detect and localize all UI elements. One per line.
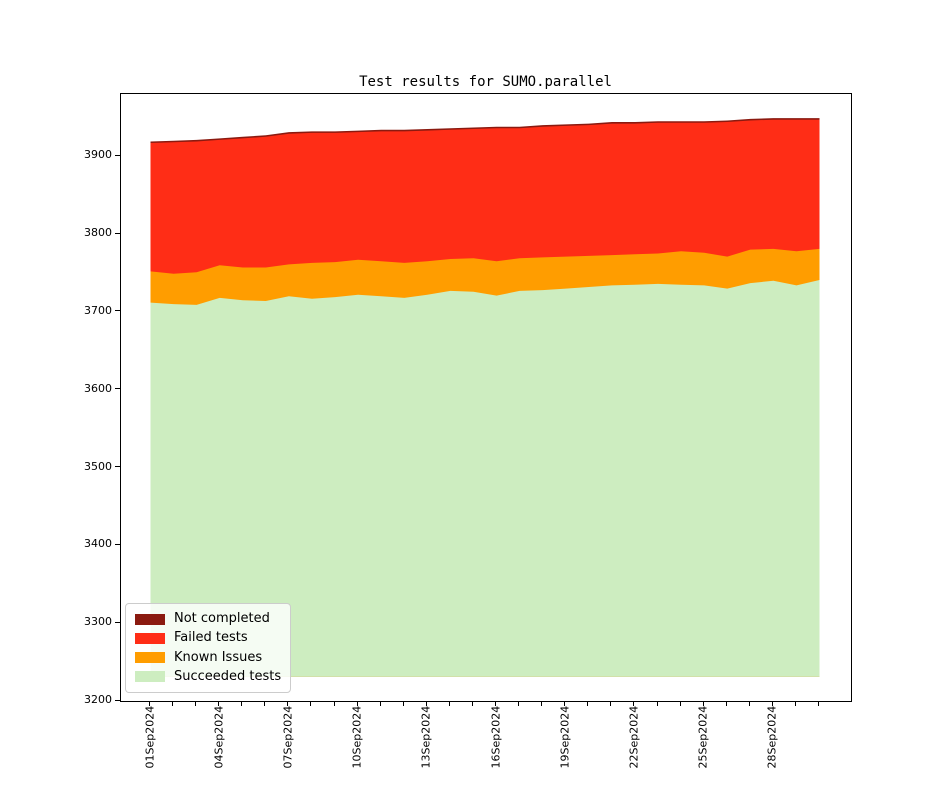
legend-patch-succeeded-icon [135, 671, 165, 683]
y-tick-mark [115, 154, 120, 156]
x-tick-mark [702, 701, 704, 706]
y-tick-mark [115, 388, 120, 390]
y-tick-label: 3800 [84, 226, 112, 240]
legend-label: Succeeded tests [174, 668, 282, 684]
y-tick-mark [115, 621, 120, 623]
legend-label: Known Issues [174, 649, 263, 665]
x-tick-mark [149, 701, 150, 706]
y-tick-mark [115, 466, 120, 468]
y-tick-label: 3500 [84, 459, 112, 473]
legend-row: Known Issues [135, 650, 281, 666]
x-tick-label: 07Sep2024 [281, 705, 295, 769]
legend-row: Failed tests [135, 630, 281, 646]
y-tick-label: 3400 [84, 537, 112, 551]
x-tick-mark [425, 701, 427, 706]
x-tick-mark [218, 701, 220, 706]
y-tick-mark [115, 543, 120, 545]
x-tick-label: 25Sep2024 [696, 705, 710, 769]
x-tick-mark [564, 701, 566, 706]
x-tick-mark [771, 701, 773, 706]
y-tick-label: 3700 [84, 303, 112, 317]
x-tick-mark [794, 701, 796, 706]
x-tick-mark [333, 701, 335, 706]
y-tick-mark [115, 699, 120, 701]
y-tick-label: 3900 [84, 148, 112, 162]
x-tick-label: 04Sep2024 [212, 705, 226, 769]
y-tick-label: 3300 [84, 615, 112, 629]
y-tick-mark [115, 232, 120, 234]
legend-label: Failed tests [174, 630, 248, 646]
x-tick-mark [264, 701, 266, 706]
x-tick-label: 01Sep2024 [143, 705, 156, 769]
x-tick-label: 13Sep2024 [419, 705, 433, 769]
x-tick-mark [356, 701, 358, 706]
y-tick-label: 3600 [84, 381, 112, 395]
x-tick-mark [587, 701, 589, 706]
x-tick-mark [379, 701, 381, 706]
x-tick-label: 22Sep2024 [627, 705, 641, 769]
legend-row: Not completed [135, 611, 281, 627]
legend-label: Not completed [174, 611, 270, 626]
chart-area [150, 118, 820, 677]
x-tick-mark [471, 701, 473, 706]
y-tick-label: 3200 [84, 693, 112, 706]
x-tick-mark [518, 701, 520, 706]
legend-row: Succeeded tests [135, 669, 281, 685]
x-tick-mark [241, 701, 243, 706]
x-tick-label: 16Sep2024 [489, 705, 503, 769]
x-tick-mark [679, 701, 681, 706]
x-tick-mark [195, 701, 197, 706]
legend-patch-failed-icon [135, 632, 165, 644]
x-tick-mark [656, 701, 658, 706]
x-tick-mark [172, 701, 174, 706]
legend-patch-not_completed-icon [135, 613, 165, 625]
area-succeeded [150, 280, 820, 677]
y-tick-mark [115, 310, 120, 312]
legend: Not completed Failed tests Known Issues Suc… [125, 603, 291, 693]
legend-patch-known-icon [135, 652, 165, 664]
x-tick-mark [448, 701, 450, 706]
x-tick-mark [818, 701, 820, 706]
chart-title: Test results for SUMO.parallel [359, 74, 612, 90]
x-tick-mark [748, 701, 750, 706]
x-tick-mark [610, 701, 612, 706]
x-tick-mark [310, 701, 312, 706]
x-tick-mark [495, 701, 497, 706]
x-tick-mark [725, 701, 727, 706]
x-tick-mark [633, 701, 635, 706]
x-tick-label: 28Sep2024 [765, 705, 779, 769]
x-tick-mark [541, 701, 543, 706]
x-tick-mark [287, 701, 289, 706]
x-tick-label: 10Sep2024 [350, 705, 364, 769]
x-tick-label: 19Sep2024 [558, 705, 572, 769]
x-tick-mark [402, 701, 404, 706]
